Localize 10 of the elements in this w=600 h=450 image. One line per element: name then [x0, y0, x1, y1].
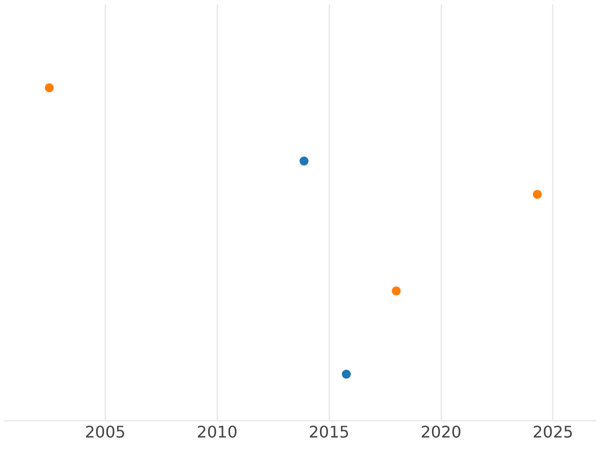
x-tick-label: 2005: [84, 422, 126, 442]
x-tick-label: 2020: [420, 422, 462, 442]
point: [300, 156, 309, 166]
point: [392, 286, 401, 296]
point: [342, 370, 351, 379]
x-tick-label: 2010: [196, 422, 238, 442]
point: [44, 83, 54, 92]
point: [532, 190, 542, 199]
x-tick-label: 2015: [308, 422, 350, 442]
x-tick-label: 2025: [532, 422, 574, 442]
